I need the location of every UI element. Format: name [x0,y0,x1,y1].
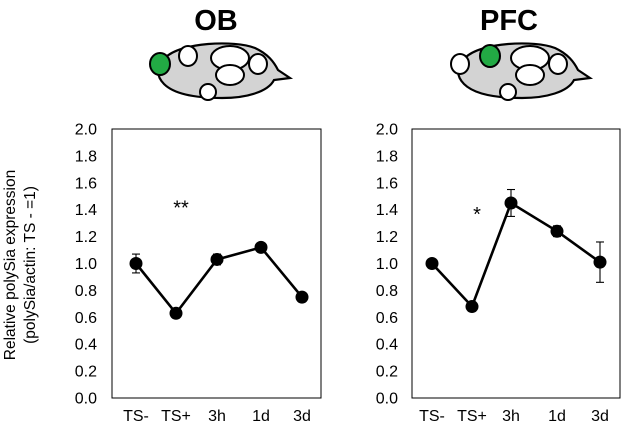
data-point [129,257,143,270]
brain-icon-prefrontal-cortex [450,42,594,101]
y-tick-label: 0.0 [376,391,398,408]
y-tick-label: 1.6 [376,175,398,192]
plot-area-pfc: * [425,188,607,314]
x-tick-label: 3h [208,408,226,425]
y-axis-label-line2: (polySia/actin: TS - =1) [22,186,39,344]
y-tick-label: 1.8 [75,148,97,165]
panel-ob: OB 0.0 0.2 0.4 0.6 0.8 1.0 1.2 1.4 1.6 1.8 2.0 TS-… [75,5,322,425]
y-ticks-pfc: 0.0 0.2 0.4 0.6 0.8 1.0 1.2 1.4 1.6 1.8 2.0 [376,122,398,408]
x-tick-label: 3d [293,408,311,425]
x-ticks-pfc: TS- TS+ 3h 1d 3d [419,408,609,425]
x-tick-label: 3h [502,408,520,425]
x-ticks-ob: TS- TS+ 3h 1d 3d [123,408,311,425]
data-point [593,255,607,269]
plot-area-ob: ** [129,197,309,320]
y-tick-label: 0.4 [75,337,97,354]
data-point [465,300,479,314]
significance-label: ** [173,197,189,219]
x-tick-label: 1d [252,408,270,425]
x-tick-label: TS- [123,408,149,425]
y-tick-label: 2.0 [75,122,97,139]
panel-pfc: PFC 0.0 0.2 0.4 0.6 0.8 1.0 1.2 1.4 1.6 1.8 2.0 TS… [376,5,621,425]
y-tick-label: 0.6 [75,310,97,327]
y-tick-label: 1.2 [376,229,398,246]
plot-frame-ob [111,128,322,399]
y-tick-label: 0.0 [75,391,97,408]
data-point [210,252,224,266]
brain-icon-olfactory-bulb [149,42,294,101]
y-tick-label: 0.4 [376,337,398,354]
y-tick-label: 1.8 [376,148,398,165]
y-ticks-ob: 0.0 0.2 0.4 0.6 0.8 1.0 1.2 1.4 1.6 1.8 2.0 [75,122,97,408]
x-tick-label: TS+ [161,408,191,425]
y-tick-label: 0.6 [376,310,398,327]
x-tick-label: TS- [419,408,445,425]
x-tick-label: 1d [548,408,566,425]
y-tick-label: 1.0 [376,256,398,273]
y-tick-label: 0.8 [75,283,97,300]
panel-title-pfc: PFC [480,5,538,37]
y-tick-label: 2.0 [376,122,398,139]
data-point [504,196,518,210]
plot-frame-pfc [411,128,621,399]
x-tick-label: TS+ [457,408,487,425]
y-tick-label: 1.4 [376,202,398,219]
x-tick-label: 3d [591,408,609,425]
y-tick-label: 0.2 [376,364,398,381]
data-point [425,257,439,270]
y-tick-label: 0.2 [75,364,97,381]
data-point [295,290,309,304]
y-tick-label: 0.8 [376,283,398,300]
y-tick-label: 1.6 [75,175,97,192]
data-point [550,224,564,238]
y-axis-label-line1: Relative polySia expression [2,170,19,360]
significance-label: * [473,204,481,226]
data-point [169,306,183,320]
y-tick-label: 1.0 [75,256,97,273]
panel-title-ob: OB [194,5,238,37]
series-line [431,201,601,309]
data-point [254,240,268,254]
y-tick-label: 1.4 [75,202,97,219]
y-tick-label: 1.2 [75,229,97,246]
